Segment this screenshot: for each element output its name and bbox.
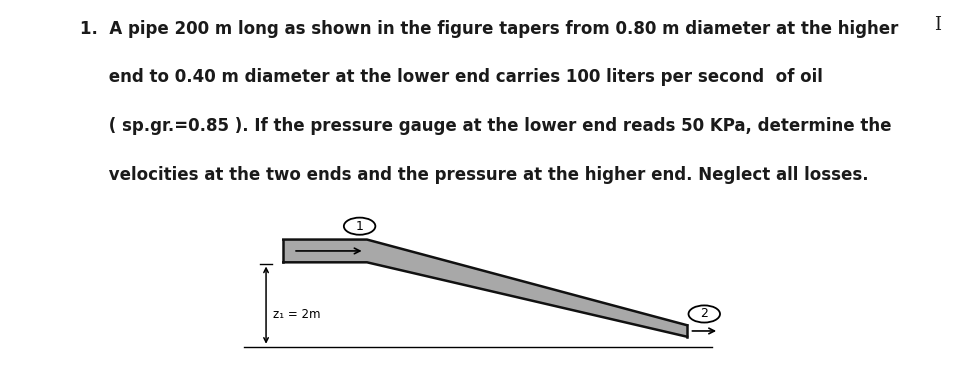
Text: z₁ = 2m: z₁ = 2m [273,308,321,321]
Text: 2: 2 [700,307,708,320]
Text: 1: 1 [356,220,364,233]
Circle shape [344,218,375,235]
Circle shape [688,306,720,323]
Text: velocities at the two ends and the pressure at the higher end. Neglect all losse: velocities at the two ends and the press… [80,166,869,184]
Text: ( sp.gr.=0.85 ). If the pressure gauge at the lower end reads 50 KPa, determine : ( sp.gr.=0.85 ). If the pressure gauge a… [80,117,891,135]
Text: I: I [934,16,942,34]
Text: end to 0.40 m diameter at the lower end carries 100 liters per second  of oil: end to 0.40 m diameter at the lower end … [80,68,823,85]
Text: 1.  A pipe 200 m long as shown in the figure tapers from 0.80 m diameter at the : 1. A pipe 200 m long as shown in the fig… [80,20,898,38]
Polygon shape [284,239,687,337]
